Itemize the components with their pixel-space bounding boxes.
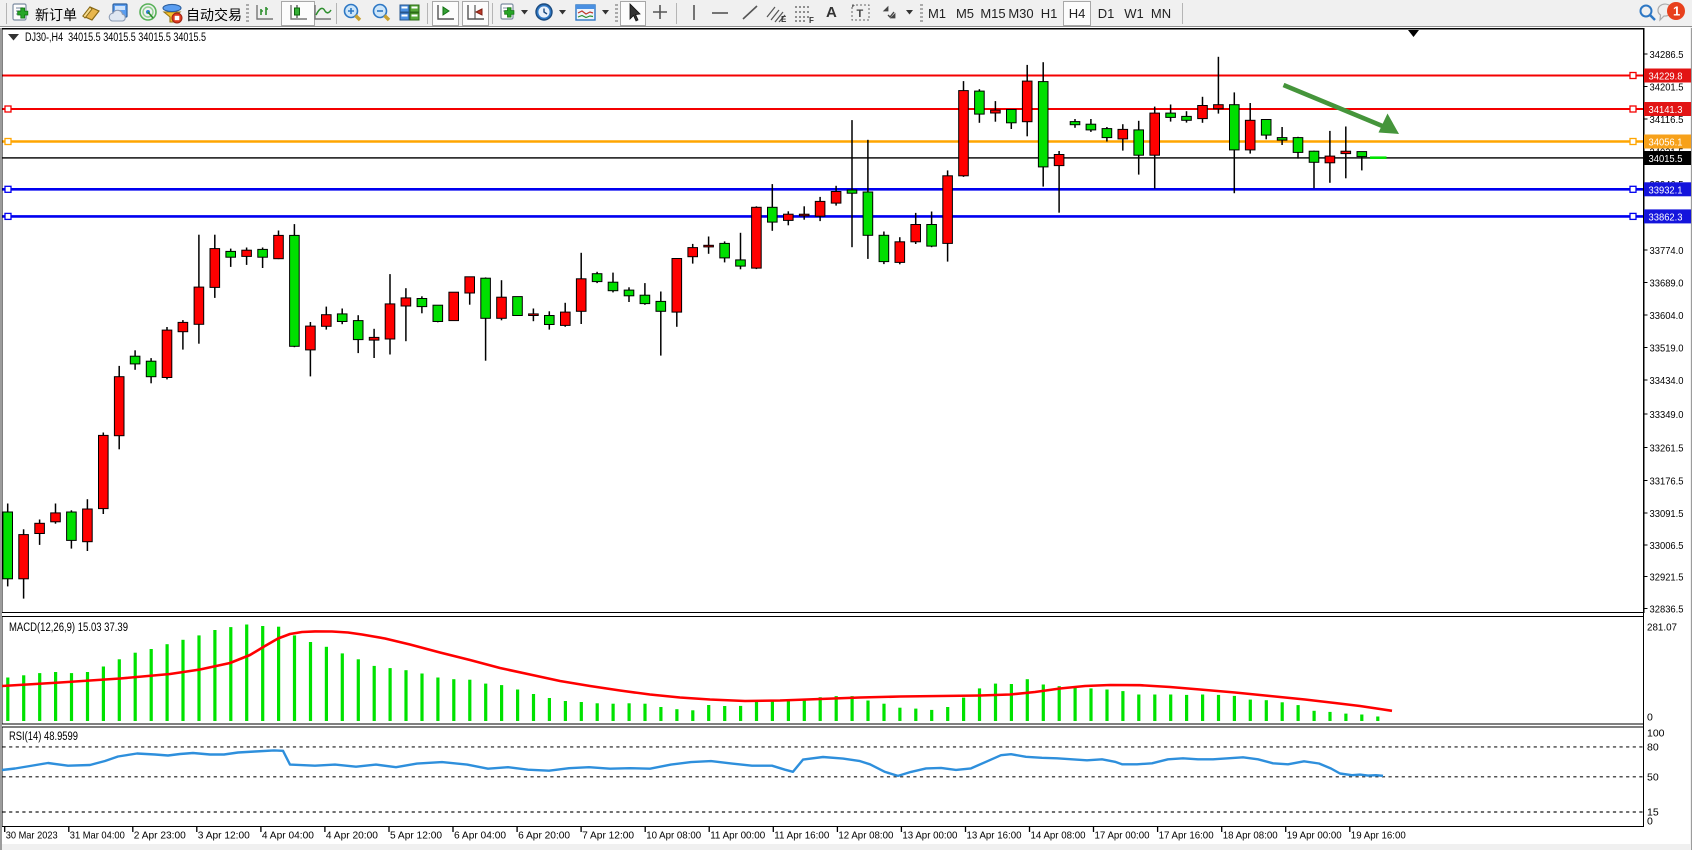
svg-text:100: 100 [1647,728,1665,740]
svg-text:F: F [809,16,814,24]
svg-text:32836.5: 32836.5 [1650,603,1684,615]
svg-text:DJ30-,H4 34015.5 34015.5 3401: DJ30-,H4 34015.5 34015.5 34015.5 34015.5 [25,32,206,44]
svg-text:34229.8: 34229.8 [1649,71,1683,83]
svg-text:4 Apr 04:00: 4 Apr 04:00 [262,831,314,842]
svg-text:17 Apr 00:00: 17 Apr 00:00 [1095,831,1150,842]
svg-text:34015.5: 34015.5 [1649,153,1683,165]
svg-text:MACD(12,26,9) 15.03 37.39: MACD(12,26,9) 15.03 37.39 [9,622,128,634]
svg-text:5 Apr 12:00: 5 Apr 12:00 [390,831,442,842]
svg-text:50: 50 [1647,772,1659,784]
svg-text:T: T [857,8,864,20]
svg-text:34056.1: 34056.1 [1649,137,1683,149]
svg-text:E: E [781,15,787,24]
svg-text:10 Apr 08:00: 10 Apr 08:00 [646,831,701,842]
svg-text:17 Apr 16:00: 17 Apr 16:00 [1159,831,1214,842]
svg-text:19 Apr 16:00: 19 Apr 16:00 [1351,831,1406,842]
svg-text:11 Apr 00:00: 11 Apr 00:00 [710,831,765,842]
svg-text:31 Mar 04:00: 31 Mar 04:00 [70,831,125,842]
svg-text:13 Apr 00:00: 13 Apr 00:00 [902,831,957,842]
svg-text:34286.5: 34286.5 [1650,49,1684,61]
svg-text:7 Apr 12:00: 7 Apr 12:00 [582,831,634,842]
svg-text:0: 0 [1647,816,1653,828]
svg-text:2 Apr 23:00: 2 Apr 23:00 [134,831,186,842]
svg-text:33604.0: 33604.0 [1650,310,1684,322]
svg-text:6 Apr 04:00: 6 Apr 04:00 [454,831,506,842]
svg-text:19 Apr 00:00: 19 Apr 00:00 [1287,831,1342,842]
svg-text:33774.0: 33774.0 [1650,245,1684,257]
svg-text:30 Mar 2023: 30 Mar 2023 [6,831,58,842]
svg-text:RSI(14) 48.9599: RSI(14) 48.9599 [9,731,78,743]
svg-text:33932.1: 33932.1 [1649,184,1683,196]
svg-text:33349.0: 33349.0 [1650,409,1684,421]
svg-text:1: 1 [1673,4,1680,19]
svg-text:33434.0: 33434.0 [1650,375,1684,387]
svg-text:33006.5: 33006.5 [1650,540,1684,552]
svg-text:18 Apr 08:00: 18 Apr 08:00 [1223,831,1278,842]
svg-text:12 Apr 08:00: 12 Apr 08:00 [838,831,893,842]
svg-text:33689.0: 33689.0 [1650,277,1684,289]
svg-text:281.07: 281.07 [1647,622,1677,634]
svg-text:14 Apr 08:00: 14 Apr 08:00 [1031,831,1086,842]
svg-text:3 Apr 12:00: 3 Apr 12:00 [198,831,250,842]
svg-text:15: 15 [1647,807,1659,819]
svg-text:33862.3: 33862.3 [1649,211,1683,223]
svg-text:33176.5: 33176.5 [1650,475,1684,487]
svg-text:6 Apr 20:00: 6 Apr 20:00 [518,831,570,842]
svg-text:13 Apr 16:00: 13 Apr 16:00 [967,831,1022,842]
svg-text:33091.5: 33091.5 [1650,508,1684,520]
svg-text:34116.5: 34116.5 [1650,114,1684,126]
svg-text:32921.5: 32921.5 [1650,571,1684,583]
svg-text:33261.5: 33261.5 [1650,442,1684,454]
svg-text:4 Apr 20:00: 4 Apr 20:00 [326,831,378,842]
svg-text:80: 80 [1647,742,1659,754]
svg-text:33519.0: 33519.0 [1650,342,1684,354]
svg-text:11 Apr 16:00: 11 Apr 16:00 [774,831,829,842]
svg-text:34141.3: 34141.3 [1649,104,1683,116]
svg-text:34201.5: 34201.5 [1650,81,1684,93]
svg-text:0: 0 [1647,712,1653,724]
